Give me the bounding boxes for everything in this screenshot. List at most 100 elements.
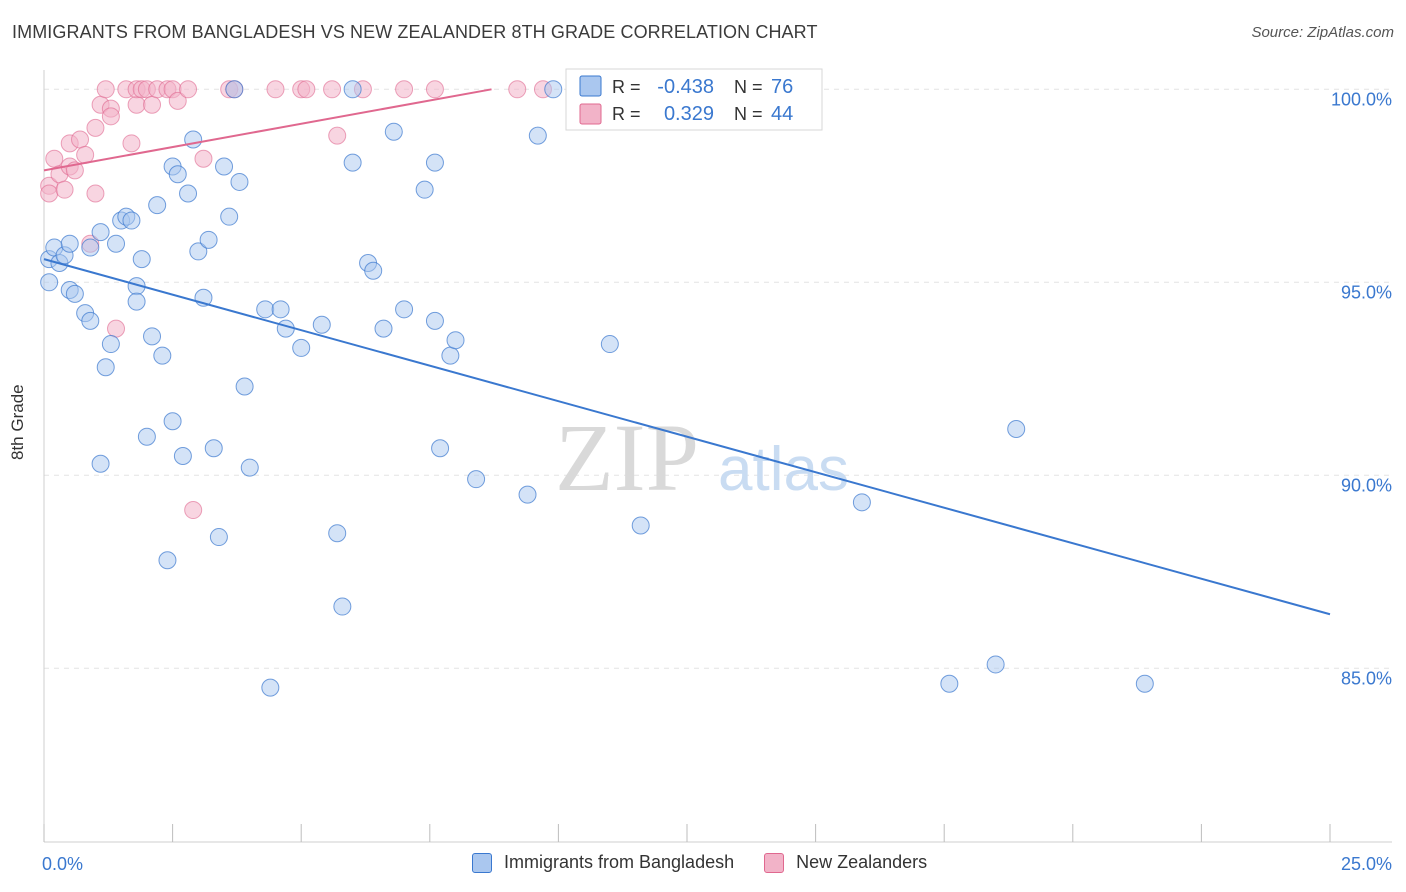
data-point-bangladesh [544, 80, 563, 99]
data-point-bangladesh [261, 678, 280, 697]
data-point-bangladesh [240, 458, 259, 477]
data-point-bangladesh [189, 242, 208, 261]
data-point-bangladesh [395, 300, 414, 319]
data-point-new-zealanders [508, 80, 527, 99]
stats-swatch-pink [579, 103, 602, 125]
trend-lines [43, 88, 1331, 616]
data-point-bangladesh [91, 454, 110, 473]
series-new-zealanders [40, 80, 552, 520]
data-point-new-zealanders [86, 118, 105, 137]
data-point-bangladesh [384, 122, 403, 141]
data-point-new-zealanders [328, 126, 347, 145]
data-point-new-zealanders [86, 184, 105, 203]
stats-r-label-blue: R = [612, 77, 641, 97]
data-point-bangladesh [276, 319, 295, 338]
data-point-bangladesh [343, 153, 362, 172]
data-point-bangladesh [230, 172, 249, 191]
data-point-bangladesh [528, 126, 547, 145]
data-point-bangladesh [374, 319, 393, 338]
data-point-new-zealanders [96, 80, 115, 99]
data-point-bangladesh [215, 157, 234, 176]
chart-title: IMMIGRANTS FROM BANGLADESH VS NEW ZEALAN… [12, 22, 818, 42]
tick-labels: 85.0% 90.0% 95.0% 100.0% 0.0% 25.0% [42, 89, 1392, 874]
stats-n-label-pink: N = [734, 104, 763, 124]
stats-n-value-pink: 44 [771, 103, 793, 125]
data-point-bangladesh [173, 447, 192, 465]
trend-line-new-zealanders [43, 88, 492, 172]
data-point-bangladesh [446, 331, 465, 350]
data-point-bangladesh [163, 412, 182, 431]
series-bangladesh [40, 80, 1154, 697]
data-point-bangladesh [179, 184, 198, 203]
data-point-new-zealanders [184, 501, 203, 520]
data-point-bangladesh [158, 551, 177, 570]
data-point-bangladesh [127, 292, 146, 311]
source-label: Source: ZipAtlas.com [1251, 24, 1394, 41]
data-point-bangladesh [1007, 419, 1026, 438]
data-point-bangladesh [431, 439, 450, 458]
data-point-new-zealanders [194, 149, 213, 168]
data-point-bangladesh [343, 80, 362, 99]
y-tick-label: 95.0% [1341, 282, 1392, 302]
data-point-bangladesh [256, 300, 275, 319]
data-point-new-zealanders [143, 95, 162, 114]
data-point-bangladesh [518, 485, 537, 504]
data-point-bangladesh [143, 327, 162, 346]
data-point-new-zealanders [122, 134, 141, 153]
x-tick-label-max: 25.0% [1341, 854, 1392, 874]
data-point-bangladesh [631, 516, 650, 535]
data-point-bangladesh [271, 300, 290, 319]
data-point-bangladesh [328, 524, 347, 543]
stats-legend-frame [565, 68, 823, 131]
stats-n-label-blue: N = [734, 77, 763, 97]
legend-label-new-zealanders: New Zealanders [796, 852, 928, 872]
data-point-bangladesh [333, 597, 352, 616]
data-point-bangladesh [137, 427, 156, 446]
y-tick-label: 90.0% [1341, 475, 1392, 495]
y-tick-label: 100.0% [1331, 89, 1392, 109]
data-point-bangladesh [148, 196, 167, 215]
data-point-new-zealanders [107, 319, 126, 338]
data-point-new-zealanders [101, 107, 120, 126]
stats-swatch-blue [579, 75, 602, 97]
legend-item-bangladesh: Immigrants from Bangladesh [472, 852, 734, 873]
data-point-bangladesh [107, 234, 126, 253]
data-point-bangladesh [91, 223, 110, 242]
watermark: ZIP atlas [555, 404, 849, 511]
watermark-zip: ZIP [555, 404, 699, 511]
data-point-bangladesh [312, 315, 331, 334]
legend-item-new-zealanders: New Zealanders [764, 852, 927, 873]
data-point-bangladesh [204, 439, 223, 458]
data-point-new-zealanders [71, 130, 90, 149]
data-point-new-zealanders [323, 80, 342, 99]
data-point-bangladesh [467, 470, 486, 489]
data-point-bangladesh [40, 273, 59, 292]
data-point-bangladesh [425, 311, 444, 330]
data-point-new-zealanders [127, 95, 146, 114]
stats-r-value-pink: 0.329 [664, 103, 714, 125]
data-point-bangladesh [852, 493, 871, 512]
axes [43, 70, 1392, 843]
data-point-bangladesh [441, 346, 460, 365]
legend-swatch-pink [764, 852, 785, 873]
data-point-new-zealanders [40, 184, 59, 203]
data-point-bangladesh [122, 211, 141, 230]
data-point-bangladesh [153, 346, 172, 365]
x-tick-label-min: 0.0% [42, 854, 83, 874]
data-point-bangladesh [168, 165, 187, 184]
data-point-bangladesh [235, 377, 254, 396]
bottom-legend: Immigrants from Bangladesh New Zealander… [472, 852, 947, 873]
data-point-new-zealanders [266, 80, 285, 99]
data-point-new-zealanders [179, 80, 198, 99]
data-point-bangladesh [209, 528, 228, 547]
stats-r-value-blue: -0.438 [657, 76, 714, 98]
data-point-bangladesh [132, 250, 151, 269]
legend-swatch-blue [472, 852, 492, 873]
data-point-bangladesh [364, 261, 383, 280]
stats-r-label-pink: R = [612, 104, 641, 124]
data-point-bangladesh [101, 335, 120, 354]
data-point-new-zealanders [297, 80, 316, 99]
data-point-new-zealanders [168, 91, 187, 110]
watermark-atlas: atlas [718, 435, 849, 504]
data-point-bangladesh [199, 230, 218, 249]
